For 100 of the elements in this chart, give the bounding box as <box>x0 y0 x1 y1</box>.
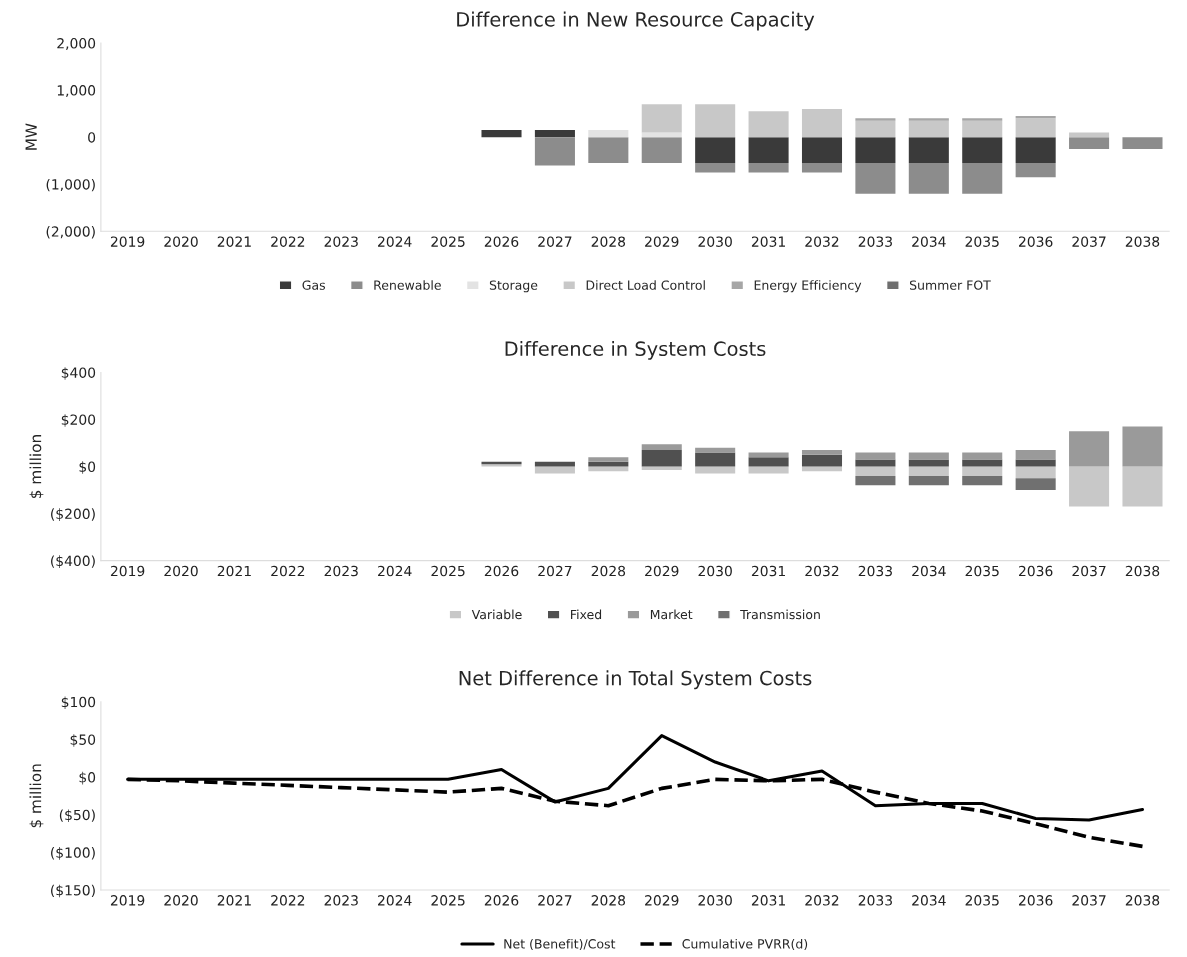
x-tick-label: 2038 <box>1125 565 1160 577</box>
x-tick-label: 2025 <box>431 895 465 906</box>
x-tick-label: 2024 <box>378 895 412 906</box>
x-tick-label: 2028 <box>591 236 626 247</box>
x-tick-label: 2023 <box>324 236 358 247</box>
x-tick-label: 2034 <box>912 565 946 577</box>
x-tick-label: 2032 <box>805 236 839 247</box>
bar <box>962 163 1003 194</box>
x-tick-label: 2036 <box>1019 236 1053 247</box>
legend-label: Energy Efficiency <box>754 280 862 293</box>
bar <box>801 454 843 467</box>
bar <box>855 466 896 476</box>
y-tick-label: $0 <box>79 461 96 474</box>
bar <box>801 108 843 138</box>
bar <box>908 452 949 460</box>
legend-label: Market <box>650 609 693 620</box>
x-tick-label: 2026 <box>484 236 519 247</box>
y-tick-label: 1,000 <box>57 85 96 98</box>
bar <box>801 450 843 455</box>
y-tick-label: $200 <box>61 414 96 427</box>
x-tick-label: 2038 <box>1125 236 1160 247</box>
bar <box>908 466 949 476</box>
bar <box>641 137 682 164</box>
bar <box>1069 466 1110 507</box>
y-tick-label: 0 <box>88 132 96 143</box>
bar <box>534 466 575 474</box>
x-tick-label: 2034 <box>912 236 946 247</box>
x-tick-label: 2027 <box>538 236 572 247</box>
y-tick-label: ($200) <box>51 508 95 521</box>
bar <box>748 457 789 467</box>
x-tick-label: 2021 <box>217 895 251 906</box>
chart-title: Net Difference in Total System Costs <box>459 670 812 690</box>
bar <box>855 459 896 467</box>
x-tick-label: 2021 <box>217 565 251 577</box>
bar <box>962 120 1003 138</box>
legend-label: Fixed <box>571 609 602 620</box>
bar <box>695 163 736 173</box>
bar <box>855 120 896 138</box>
bar <box>908 163 949 194</box>
y-tick-label: ($50) <box>59 809 95 823</box>
bar <box>1122 137 1163 149</box>
legend-label: Gas <box>302 280 326 290</box>
legend-label: Net (Benefit)/Cost <box>504 938 616 951</box>
x-tick-label: 2034 <box>912 895 946 906</box>
x-tick-label: 2032 <box>805 895 839 906</box>
y-tick-label: (1,000) <box>46 178 95 192</box>
x-tick-label: 2033 <box>858 236 892 247</box>
x-tick-label: 2037 <box>1072 565 1106 577</box>
bar <box>748 163 789 173</box>
x-tick-label: 2020 <box>164 895 198 906</box>
legend-label: Storage <box>489 280 538 293</box>
x-tick-label: 2035 <box>965 895 999 906</box>
x-tick-label: 2035 <box>965 236 999 247</box>
x-tick-label: 2038 <box>1125 895 1160 906</box>
x-tick-label: 2036 <box>1019 565 1053 577</box>
bar <box>855 475 896 486</box>
x-tick-label: 2021 <box>217 236 251 247</box>
x-tick-label: 2037 <box>1072 236 1106 247</box>
y-tick-label: (2,000) <box>46 226 95 239</box>
x-tick-label: 2027 <box>538 895 572 906</box>
bar <box>962 475 1003 486</box>
x-tick-label: 2027 <box>538 565 572 577</box>
bar <box>1015 137 1056 164</box>
x-tick-label: 2026 <box>484 565 519 577</box>
y-axis-title: $ million <box>29 435 44 498</box>
x-tick-label: 2025 <box>431 565 465 577</box>
bar <box>1015 459 1056 467</box>
bar <box>1069 431 1110 467</box>
bar <box>1122 466 1163 507</box>
bar <box>641 104 682 133</box>
bar <box>534 137 575 166</box>
bar <box>641 450 682 467</box>
x-tick-label: 2031 <box>751 565 785 577</box>
x-tick-label: 2032 <box>805 565 839 577</box>
bar <box>855 163 896 194</box>
x-tick-label: 2037 <box>1072 895 1106 906</box>
bar <box>962 466 1003 476</box>
bar <box>588 461 629 467</box>
y-tick-label: ($400) <box>51 555 95 568</box>
x-tick-label: 2024 <box>378 565 412 577</box>
x-tick-label: 2019 <box>110 895 145 906</box>
y-tick-label: $0 <box>79 771 96 785</box>
x-tick-label: 2031 <box>751 895 785 906</box>
bar <box>695 137 736 164</box>
chart-title: Difference in System Costs <box>505 340 766 360</box>
bar <box>588 130 629 138</box>
y-tick-label: 2,000 <box>57 38 96 50</box>
x-tick-label: 2020 <box>164 236 198 247</box>
bar <box>1015 450 1056 460</box>
bar <box>748 137 789 164</box>
x-tick-label: 2033 <box>858 565 892 577</box>
bar <box>801 163 843 173</box>
y-tick-label: $100 <box>61 696 96 710</box>
bar <box>908 120 949 138</box>
legend-label: Summer FOT <box>909 280 991 290</box>
bar <box>1015 466 1056 479</box>
bar <box>855 137 896 164</box>
x-tick-label: 2025 <box>431 236 465 247</box>
x-tick-label: 2022 <box>271 565 305 577</box>
bar <box>1069 132 1110 138</box>
